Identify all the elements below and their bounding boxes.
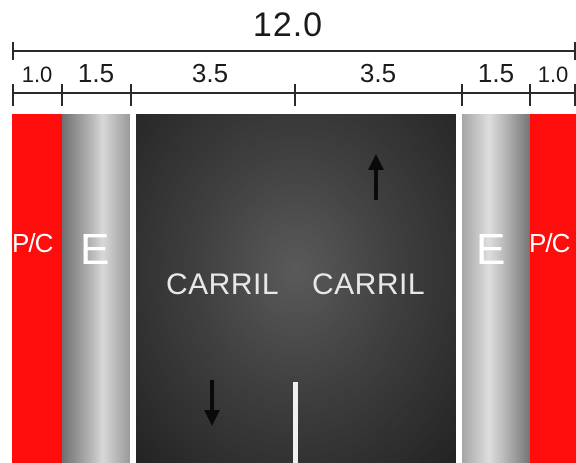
center-line-marking (293, 382, 298, 463)
arrow-up-icon (368, 154, 384, 200)
segment-tick-0 (12, 84, 14, 106)
total-dimension-line (12, 50, 576, 52)
segment-tick-5 (529, 84, 531, 106)
right-shoulder-zone (462, 114, 530, 463)
total-dim-tick-right (574, 42, 576, 60)
segment-label-lane-right: 3.5 (359, 58, 397, 88)
left-shoulder-label: E (80, 225, 110, 274)
left-sidewalk-zone (12, 114, 62, 463)
left-shoulder-zone (62, 114, 130, 463)
segment-label-lane-left: 3.5 (191, 58, 229, 88)
total-width-label: 12.0 (252, 6, 324, 44)
segment-label-right-sidewalk: 1.0 (537, 62, 569, 87)
segment-tick-1 (61, 84, 63, 106)
segment-label-left-shoulder: 1.5 (77, 58, 115, 88)
arrow-down-icon (204, 380, 220, 426)
right-sidewalk-zone (530, 114, 576, 463)
lane-right-label: CARRIL (312, 268, 426, 301)
segment-tick-6 (574, 84, 576, 106)
segment-tick-4 (461, 84, 463, 106)
left-sidewalk-label: P/C (12, 228, 53, 258)
right-sidewalk-label: P/C (529, 228, 570, 258)
segment-tick-3 (294, 84, 296, 106)
lane-left-label: CARRIL (166, 268, 280, 301)
left-edge-gap (130, 114, 136, 463)
total-dim-tick-left (12, 42, 14, 60)
segment-label-left-sidewalk: 1.0 (21, 62, 53, 87)
segment-tick-2 (130, 84, 132, 106)
right-edge-gap (456, 114, 462, 463)
segment-label-right-shoulder: 1.5 (477, 58, 515, 88)
right-shoulder-label: E (476, 225, 506, 274)
